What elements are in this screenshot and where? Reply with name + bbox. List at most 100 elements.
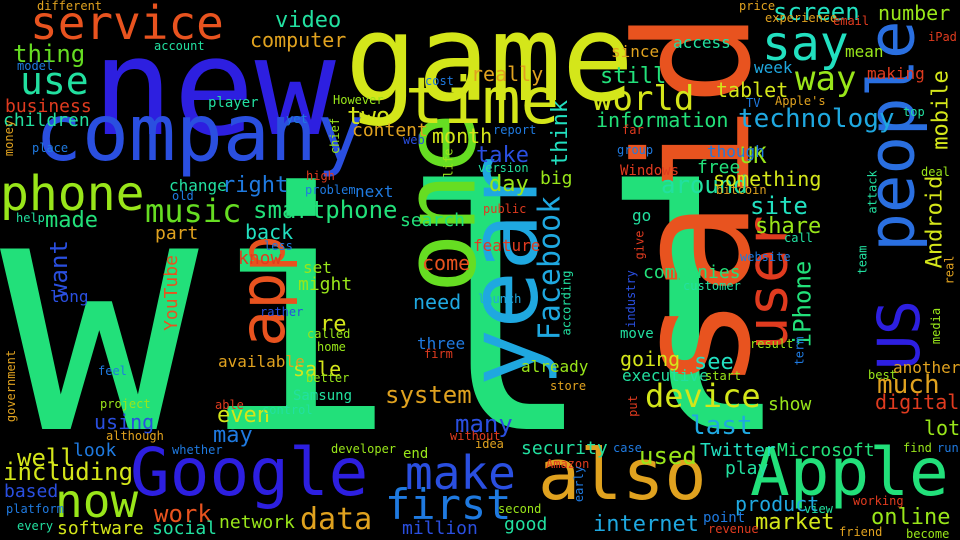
cloud-word-75: three: [417, 334, 466, 353]
cloud-word-22: use: [20, 59, 89, 103]
cloud-word-182: whether: [172, 443, 223, 457]
cloud-word-126: player: [208, 95, 259, 111]
cloud-word-86: last: [690, 411, 753, 441]
cloud-word-29: technology: [738, 104, 895, 134]
cloud-word-33: screen: [773, 0, 860, 26]
cloud-word-134: group: [617, 143, 654, 157]
cloud-word-169: term: [791, 336, 806, 365]
cloud-word-168: result: [750, 337, 794, 351]
cloud-word-148: public: [483, 202, 527, 216]
cloud-word-101: network: [219, 512, 295, 533]
cloud-word-140: far: [622, 123, 644, 137]
cloud-word-199: become: [906, 527, 950, 540]
cloud-word-56: UK: [740, 144, 767, 169]
cloud-word-174: start: [705, 369, 742, 383]
cloud-word-89: well: [17, 444, 75, 472]
cloud-word-124: model: [17, 59, 54, 73]
cloud-word-91: including: [3, 458, 134, 486]
cloud-word-104: market: [755, 510, 835, 535]
cloud-word-41: month: [432, 124, 493, 148]
cloud-word-108: YouTube: [160, 255, 182, 331]
cloud-word-154: team: [854, 245, 869, 274]
cloud-word-123: email: [833, 14, 870, 28]
cloud-word-77: see: [694, 350, 734, 375]
cloud-word-192: platform: [6, 502, 64, 516]
cloud-word-106: good: [504, 514, 548, 535]
cloud-word-180: put: [625, 395, 640, 417]
cloud-word-161: customer: [683, 279, 741, 293]
cloud-word-19: say: [762, 16, 849, 72]
cloud-word-53: take: [476, 143, 529, 168]
cloud-word-193: every: [17, 519, 54, 533]
cloud-word-96: Twitter: [700, 440, 776, 461]
cloud-word-82: many: [455, 410, 513, 438]
cloud-word-85: may: [213, 423, 253, 448]
cloud-word-63: right: [222, 173, 289, 198]
cloud-word-103: internet: [593, 512, 699, 537]
cloud-word-186: developer: [331, 442, 397, 456]
cloud-word-177: project: [100, 397, 151, 411]
cloud-word-87: show: [768, 394, 812, 415]
cloud-word-122: experience: [765, 11, 838, 25]
cloud-word-145: old: [172, 189, 194, 203]
cloud-word-52: making: [867, 64, 925, 83]
cloud-word-93: used: [639, 442, 697, 470]
cloud-word-197: working: [853, 494, 904, 508]
cloud-word-92: based: [4, 481, 59, 502]
cloud-word-107: million: [402, 518, 478, 539]
cloud-word-109: executive: [622, 366, 709, 385]
cloud-word-15: phone: [0, 166, 145, 222]
cloud-word-90: look: [73, 440, 117, 461]
cloud-word-132: life: [440, 148, 455, 177]
cloud-word-194: second: [498, 502, 542, 516]
cloud-word-188: find: [903, 441, 932, 455]
cloud-word-62: big: [540, 168, 573, 189]
cloud-word-35: computer: [250, 28, 347, 52]
cloud-word-185: case: [613, 441, 642, 455]
cloud-word-8: Google: [130, 434, 369, 511]
cloud-word-71: need: [413, 290, 462, 314]
cloud-word-50: week: [754, 58, 793, 77]
cloud-word-156: deal: [921, 165, 950, 179]
cloud-word-69: search: [400, 210, 466, 231]
cloud-word-114: Samsung: [293, 388, 353, 404]
cloud-word-28: smartphone: [253, 196, 398, 224]
cloud-word-88: lot: [924, 416, 960, 440]
cloud-word-135: Windows: [620, 163, 680, 179]
cloud-word-111: already: [521, 357, 589, 376]
cloud-word-191: early: [572, 465, 587, 503]
cloud-word-78: much: [877, 370, 940, 400]
cloud-word-163: according: [559, 269, 574, 336]
cloud-word-196: view: [804, 502, 833, 516]
cloud-word-67: know: [238, 248, 282, 269]
cloud-word-97: Microsoft: [777, 440, 875, 461]
cloud-word-144: yet: [286, 112, 308, 126]
cloud-word-176: government: [4, 349, 19, 423]
cloud-word-6: company: [35, 89, 364, 179]
cloud-word-183: without: [450, 429, 501, 443]
cloud-word-79: system: [385, 381, 472, 409]
cloud-word-0: will: [0, 123, 795, 507]
cloud-word-36: thing: [13, 40, 86, 68]
cloud-word-141: top: [903, 105, 925, 119]
cloud-word-95: play: [725, 458, 769, 479]
cloud-word-181: although: [106, 429, 164, 443]
cloud-word-172: better: [306, 371, 350, 385]
cloud-word-72: companies: [643, 262, 741, 283]
cloud-word-147: problem: [305, 183, 356, 197]
cloud-word-59: though: [707, 142, 765, 161]
cloud-word-24: world: [592, 79, 695, 119]
cloud-word-83: even: [217, 403, 270, 428]
cloud-word-25: device: [645, 377, 761, 415]
cloud-word-137: iPad: [928, 30, 957, 44]
cloud-word-46: tablet: [716, 78, 789, 102]
cloud-word-129: report: [493, 123, 537, 137]
cloud-word-157: attack: [865, 169, 880, 214]
cloud-word-57: something: [713, 167, 822, 191]
cloud-word-61: share: [755, 214, 822, 239]
cloud-word-142: money: [2, 119, 17, 157]
cloud-word-102: product: [735, 492, 820, 516]
cloud-word-110: available: [218, 352, 305, 371]
cloud-word-65: part: [155, 223, 199, 244]
cloud-word-116: set: [303, 258, 332, 277]
